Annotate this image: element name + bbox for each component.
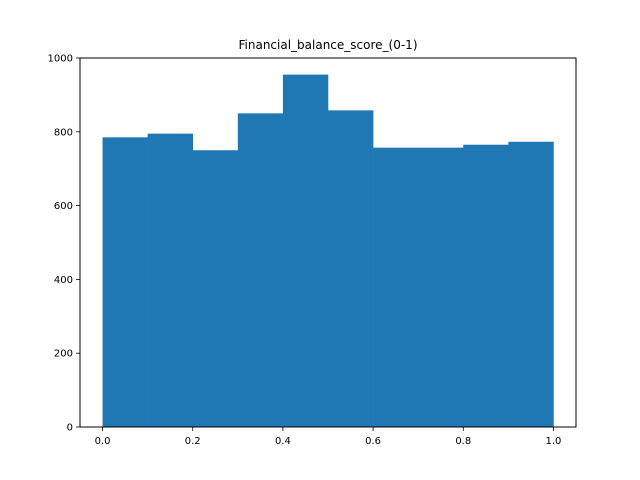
histogram-bar [418, 147, 464, 428]
x-tick-label: 0.0 [95, 436, 111, 447]
histogram-bar [463, 144, 509, 427]
x-axis: 0.0 0.2 0.4 0.6 0.8 1.0 [95, 427, 562, 447]
y-tick-label: 800 [54, 127, 73, 138]
y-tick-label: 600 [54, 201, 73, 212]
y-tick-label: 0 [67, 423, 73, 434]
plot-frame [79, 57, 577, 428]
x-tick-label: 0.6 [365, 436, 381, 447]
y-tick-label: 400 [54, 275, 73, 286]
x-tick-label: 0.8 [455, 436, 471, 447]
bars-group [102, 74, 554, 428]
histogram-bar [508, 141, 554, 427]
histogram-bar [192, 150, 239, 427]
histogram-bar [328, 110, 374, 427]
x-tick-label: 0.2 [185, 436, 201, 447]
y-tick-label: 1000 [48, 54, 73, 65]
histogram-bar [282, 74, 329, 427]
chart-title: Financial_balance_score_(0-1) [239, 38, 418, 52]
y-tick-label: 200 [54, 349, 73, 360]
histogram-bar [147, 133, 194, 427]
y-axis: 0 200 400 600 800 1000 [48, 54, 80, 434]
x-tick-label: 0.4 [275, 436, 291, 447]
histogram-bar [102, 137, 148, 427]
x-tick-label: 1.0 [546, 436, 562, 447]
histogram-bar [237, 113, 284, 427]
histogram-bar [373, 147, 419, 428]
